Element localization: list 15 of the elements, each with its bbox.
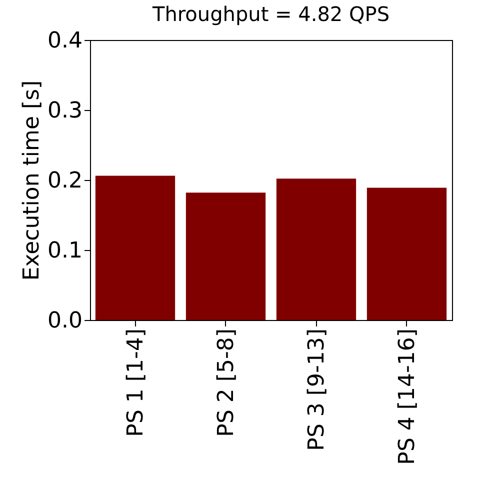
- bar: [186, 192, 266, 320]
- bar: [95, 176, 176, 320]
- y-axis-title: Execution time [s]: [20, 80, 45, 281]
- x-tick-label: PS 3 [9-13]: [304, 328, 330, 451]
- y-tick-label: 0.1: [48, 238, 82, 264]
- y-tick-label: 0.2: [48, 168, 82, 194]
- x-tick-label: PS 1 [1-4]: [123, 328, 148, 437]
- y-tick-label: 0.0: [48, 308, 82, 334]
- bar: [366, 188, 447, 320]
- x-tick-label: PS 2 [5-8]: [214, 328, 239, 437]
- y-tick-label: 0.4: [48, 28, 82, 54]
- x-tick-label: PS 4 [14-16]: [394, 328, 420, 465]
- y-tick-label: 0.3: [48, 98, 82, 124]
- chart-title: Throughput = 4.82 QPS: [151, 2, 390, 26]
- bar: [276, 178, 356, 320]
